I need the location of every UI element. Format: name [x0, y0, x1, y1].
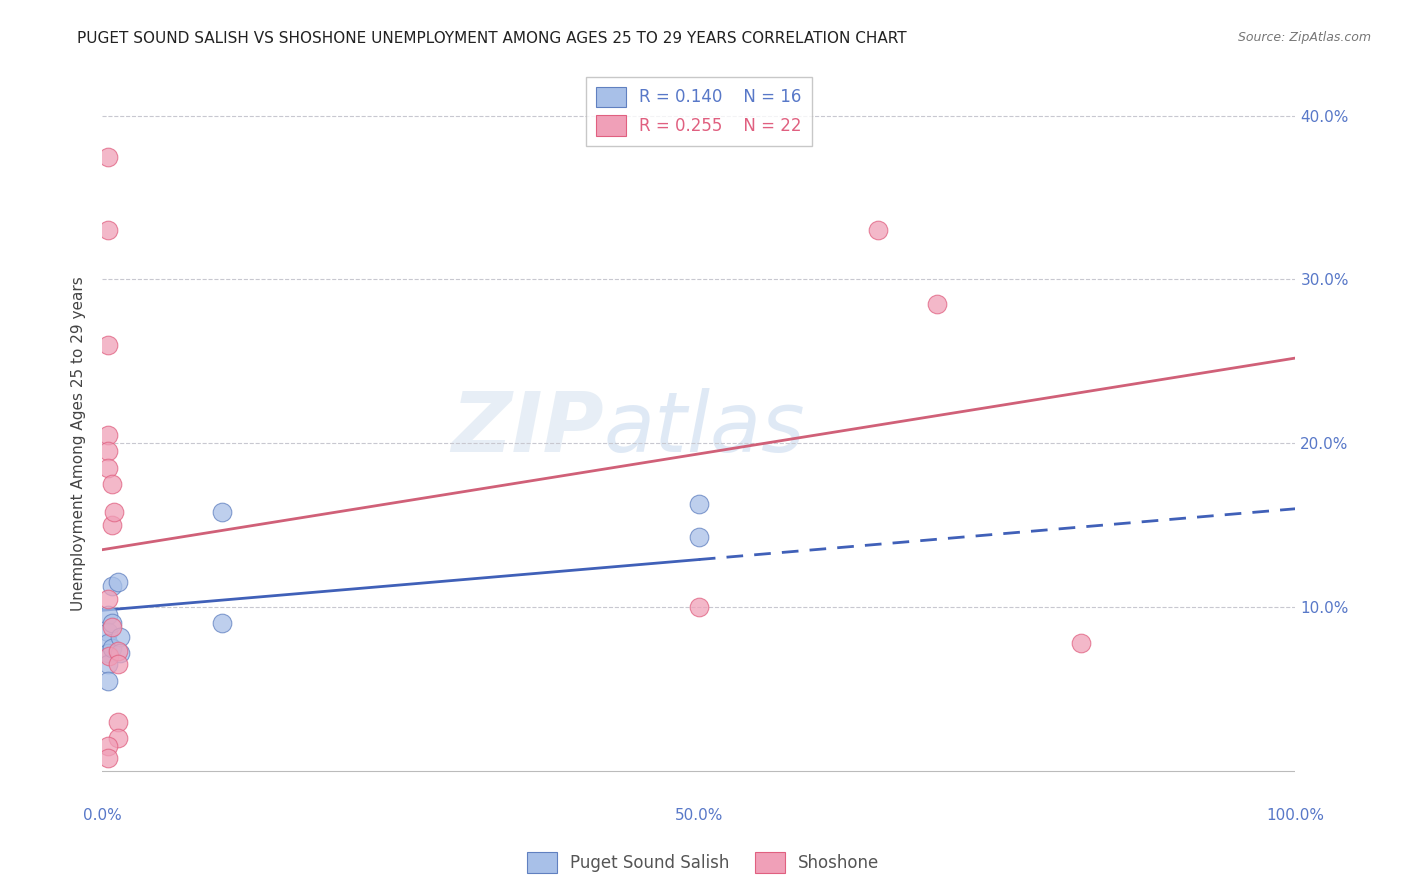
Point	[97, 428, 120, 442]
Point	[688, 530, 710, 544]
Point	[97, 646, 120, 660]
Point	[97, 739, 120, 754]
Point	[688, 600, 710, 615]
Point	[866, 223, 889, 237]
Point	[97, 223, 120, 237]
Point	[100, 477, 122, 491]
Point	[97, 444, 120, 458]
Point	[211, 616, 233, 631]
Point	[97, 673, 120, 688]
Text: ZIP: ZIP	[451, 388, 603, 469]
Point	[97, 338, 120, 352]
Point	[211, 505, 233, 519]
Legend: R = 0.140    N = 16, R = 0.255    N = 22: R = 0.140 N = 16, R = 0.255 N = 22	[586, 77, 811, 145]
Point	[688, 497, 710, 511]
Point	[107, 575, 129, 590]
Legend: Puget Sound Salish, Shoshone: Puget Sound Salish, Shoshone	[520, 846, 886, 880]
Point	[100, 640, 122, 655]
Point	[108, 630, 131, 644]
Point	[100, 579, 122, 593]
Y-axis label: Unemployment Among Ages 25 to 29 years: Unemployment Among Ages 25 to 29 years	[72, 276, 86, 611]
Point	[100, 616, 122, 631]
Point	[97, 460, 120, 475]
Point	[107, 657, 129, 672]
Point	[107, 731, 129, 745]
Point	[1070, 636, 1092, 650]
Point	[97, 150, 120, 164]
Point	[927, 297, 949, 311]
Point	[108, 646, 131, 660]
Text: Source: ZipAtlas.com: Source: ZipAtlas.com	[1237, 31, 1371, 45]
Point	[97, 636, 120, 650]
Point	[97, 750, 120, 764]
Point	[97, 608, 120, 623]
Point	[97, 624, 120, 639]
Point	[107, 714, 129, 729]
Point	[100, 620, 122, 634]
Point	[97, 657, 120, 672]
Point	[103, 505, 125, 519]
Point	[107, 644, 129, 658]
Text: PUGET SOUND SALISH VS SHOSHONE UNEMPLOYMENT AMONG AGES 25 TO 29 YEARS CORRELATIO: PUGET SOUND SALISH VS SHOSHONE UNEMPLOYM…	[77, 31, 907, 46]
Point	[98, 649, 121, 664]
Text: atlas: atlas	[603, 388, 806, 469]
Point	[100, 518, 122, 533]
Point	[97, 591, 120, 606]
